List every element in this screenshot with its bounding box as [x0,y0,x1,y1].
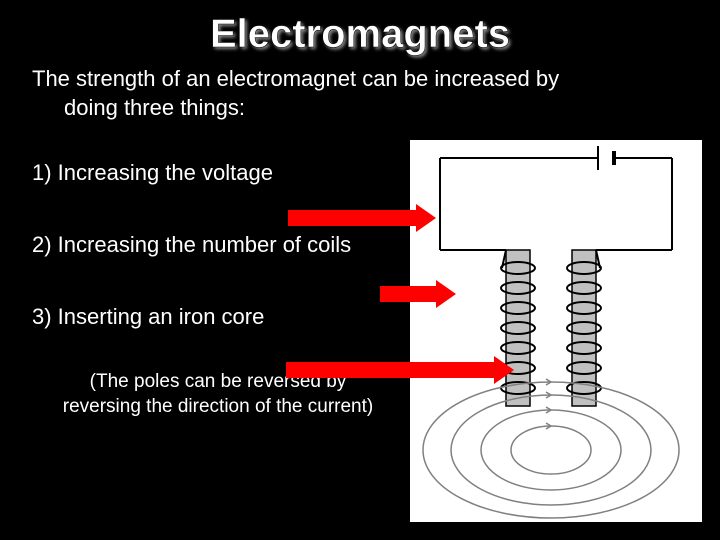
arrow-voltage [288,210,438,226]
point-1: 1) Increasing the voltage [28,160,692,186]
point-3: 3) Inserting an iron core [28,304,692,330]
point-2: 2) Increasing the number of coils [28,232,692,258]
arrow-coils [380,286,450,302]
intro-line2: doing three things: [32,94,692,123]
arrow-core [286,362,512,378]
note-line2: reversing the direction of the current) [63,396,374,417]
page-title: Electromagnets [210,12,510,56]
intro-text: The strength of an electromagnet can be … [28,65,692,122]
intro-line1: The strength of an electromagnet can be … [32,66,559,91]
